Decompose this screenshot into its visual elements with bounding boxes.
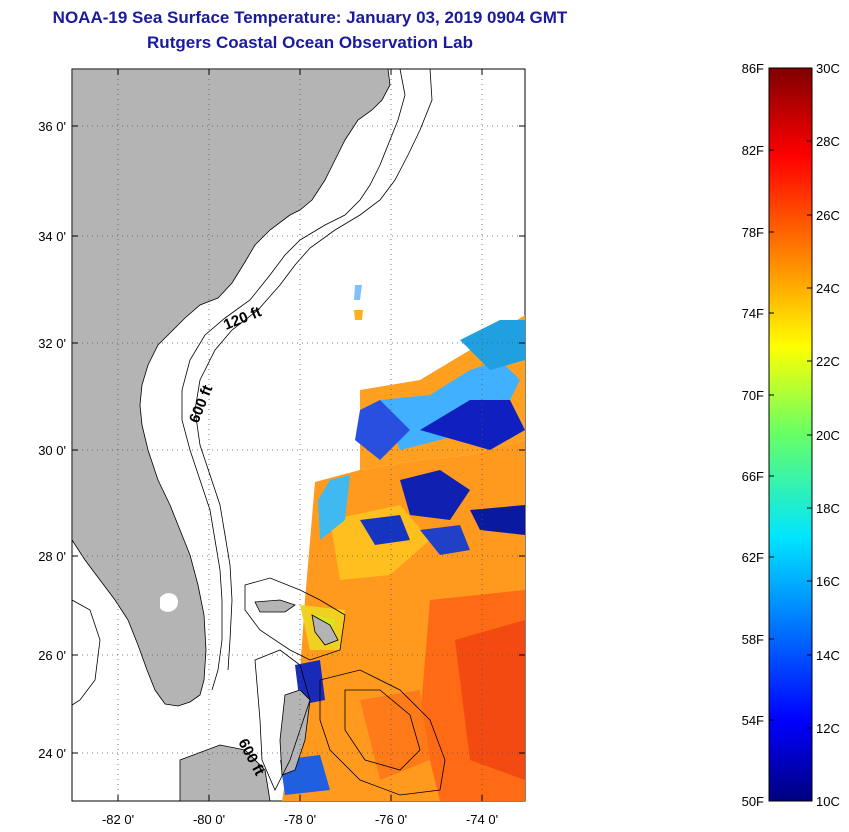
lon-label: -76 0' [375,812,407,827]
colorbar-f-label: 82F [742,143,764,158]
temperature-colorbar [768,67,813,802]
lat-label: 34 0' [38,229,66,244]
colorbar-c-label: 14C [816,648,840,663]
colorbar-ticks [769,140,812,729]
map-subtitle: Rutgers Coastal Ocean Observation Lab [147,33,473,52]
sst-data-layer [280,285,525,801]
colorbar-f-label: 78F [742,225,764,240]
us-east-coast-land [72,69,391,707]
colorbar-f-label: 66F [742,469,764,484]
lon-label: -82 0' [102,812,134,827]
axis-ticks [72,69,525,801]
lat-label: 28 0' [38,549,66,564]
colorbar-f-label: 58F [742,632,764,647]
map-title: NOAA-19 Sea Surface Temperature: January… [52,8,568,27]
lat-label: 32 0' [38,336,66,351]
colorbar-c-label: 20C [816,428,840,443]
colorbar-f-label: 62F [742,550,764,565]
cuba-coast [179,744,271,801]
colorbar-c-label: 16C [816,574,840,589]
colorbar-c-label: 10C [816,794,840,809]
colorbar-c-label: 22C [816,354,840,369]
colorbar-c-label: 28C [816,134,840,149]
colorbar-f-label: 70F [742,388,764,403]
colorbar-c-label: 18C [816,501,840,516]
lat-label: 36 0' [38,119,66,134]
bathymetry-contours [72,69,446,796]
lon-label: -78 0' [284,812,316,827]
colorbar-c-label: 26C [816,208,840,223]
graticule [72,69,525,801]
lake-okeechobee [160,593,178,612]
lat-label: 24 0' [38,746,66,761]
colorbar-f-label: 50F [742,794,764,809]
bahamas-grand-bahama [254,599,296,613]
colorbar-c-label: 30C [816,61,840,76]
lon-label: -74 0' [466,812,498,827]
colorbar-f-label: 74F [742,306,764,321]
colorbar-f-label: 54F [742,713,764,728]
bahamas-abaco [311,614,339,646]
lon-label: -80 0' [193,812,225,827]
colorbar-f-label: 86F [742,61,764,76]
colorbar-c-label: 12C [816,721,840,736]
lat-label: 30 0' [38,443,66,458]
lat-label: 26 0' [38,648,66,663]
colorbar-c-label: 24C [816,281,840,296]
